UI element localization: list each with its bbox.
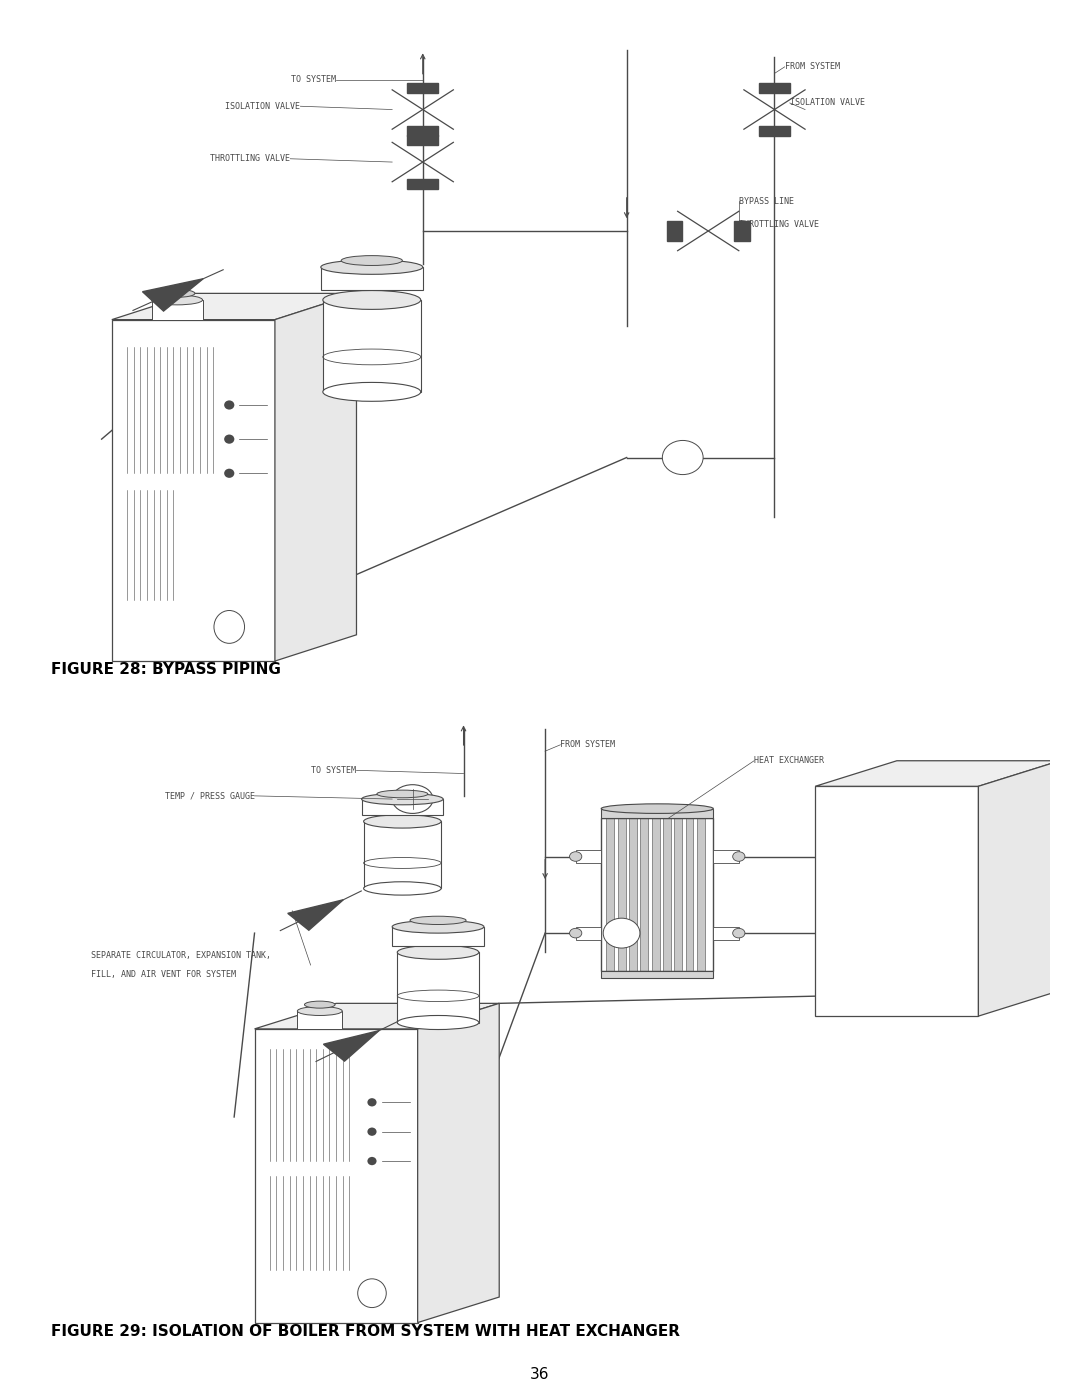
Ellipse shape <box>410 916 467 925</box>
Ellipse shape <box>225 434 234 444</box>
Ellipse shape <box>392 785 433 813</box>
Ellipse shape <box>732 929 745 937</box>
Bar <box>392 926 484 946</box>
Polygon shape <box>255 1003 499 1028</box>
Text: FIGURE 28: BYPASS PIPING: FIGURE 28: BYPASS PIPING <box>51 662 281 678</box>
Text: BYPASS LINE: BYPASS LINE <box>739 197 794 205</box>
Bar <box>663 819 671 971</box>
Bar <box>602 971 713 978</box>
Ellipse shape <box>323 383 421 401</box>
Bar <box>323 300 421 391</box>
Bar <box>815 787 978 1016</box>
Ellipse shape <box>569 929 582 937</box>
Ellipse shape <box>732 852 745 862</box>
Bar <box>112 320 275 661</box>
Polygon shape <box>323 1031 379 1062</box>
Ellipse shape <box>392 921 484 933</box>
Text: TEMP / PRESS GAUGE: TEMP / PRESS GAUGE <box>164 791 255 800</box>
Ellipse shape <box>364 814 441 828</box>
Bar <box>576 926 602 940</box>
Text: FILL, AND AIR VENT FOR SYSTEM: FILL, AND AIR VENT FOR SYSTEM <box>92 970 237 979</box>
Bar <box>734 221 750 240</box>
Text: 36: 36 <box>530 1368 550 1382</box>
Ellipse shape <box>397 946 478 960</box>
Polygon shape <box>287 900 343 930</box>
Text: THROTTLING VALVE: THROTTLING VALVE <box>739 219 819 229</box>
Bar <box>713 851 739 863</box>
Ellipse shape <box>662 440 703 475</box>
Polygon shape <box>418 1003 499 1323</box>
Bar <box>629 819 637 971</box>
Text: THROTTLING VALVE: THROTTLING VALVE <box>211 154 291 163</box>
Bar <box>640 819 648 971</box>
Bar <box>576 851 602 863</box>
Text: HEAT EXCHANGER: HEAT EXCHANGER <box>754 756 824 766</box>
Bar <box>321 267 422 291</box>
Text: TO SYSTEM: TO SYSTEM <box>292 75 336 84</box>
Bar <box>407 136 438 145</box>
Text: ISOLATION VALVE: ISOLATION VALVE <box>789 98 865 108</box>
Polygon shape <box>143 279 203 312</box>
Ellipse shape <box>377 791 428 798</box>
Ellipse shape <box>321 260 422 274</box>
Text: FROM SYSTEM: FROM SYSTEM <box>785 63 839 71</box>
Polygon shape <box>815 761 1059 787</box>
Bar <box>255 1028 418 1323</box>
Bar <box>397 953 478 1023</box>
Ellipse shape <box>569 852 582 862</box>
Bar <box>686 819 693 971</box>
Ellipse shape <box>367 1127 377 1136</box>
Bar <box>713 926 739 940</box>
Bar <box>602 809 713 819</box>
Ellipse shape <box>367 1098 377 1106</box>
Bar <box>606 819 615 971</box>
Bar <box>674 819 683 971</box>
Bar <box>151 300 203 320</box>
Text: SEPARATE CIRCULATOR, EXPANSION TANK,: SEPARATE CIRCULATOR, EXPANSION TANK, <box>92 951 271 960</box>
Bar <box>759 82 789 92</box>
Ellipse shape <box>323 291 421 309</box>
Polygon shape <box>112 293 356 320</box>
Bar <box>297 1011 342 1028</box>
Text: ISOLATION VALVE: ISOLATION VALVE <box>226 102 300 110</box>
Ellipse shape <box>151 295 203 305</box>
Ellipse shape <box>367 1157 377 1165</box>
Bar <box>407 126 438 136</box>
Polygon shape <box>978 761 1059 1016</box>
Bar <box>602 819 713 971</box>
Ellipse shape <box>159 289 194 298</box>
Ellipse shape <box>397 1016 478 1030</box>
Ellipse shape <box>362 793 443 805</box>
Ellipse shape <box>341 256 403 265</box>
Bar <box>407 179 438 189</box>
Ellipse shape <box>225 401 234 409</box>
Text: FROM SYSTEM: FROM SYSTEM <box>561 740 616 749</box>
Bar <box>759 126 789 136</box>
Ellipse shape <box>604 918 640 949</box>
Ellipse shape <box>364 882 441 895</box>
Polygon shape <box>275 293 356 661</box>
Text: FIGURE 29: ISOLATION OF BOILER FROM SYSTEM WITH HEAT EXCHANGER: FIGURE 29: ISOLATION OF BOILER FROM SYST… <box>51 1323 679 1338</box>
Ellipse shape <box>305 1002 335 1009</box>
Ellipse shape <box>602 803 713 813</box>
Bar <box>618 819 625 971</box>
Ellipse shape <box>225 468 234 478</box>
Bar <box>667 221 683 240</box>
Bar <box>651 819 660 971</box>
Text: TO SYSTEM: TO SYSTEM <box>311 766 356 775</box>
Ellipse shape <box>297 1007 342 1016</box>
Bar <box>407 82 438 92</box>
Bar <box>697 819 705 971</box>
Bar <box>362 799 443 814</box>
Bar <box>364 821 441 888</box>
